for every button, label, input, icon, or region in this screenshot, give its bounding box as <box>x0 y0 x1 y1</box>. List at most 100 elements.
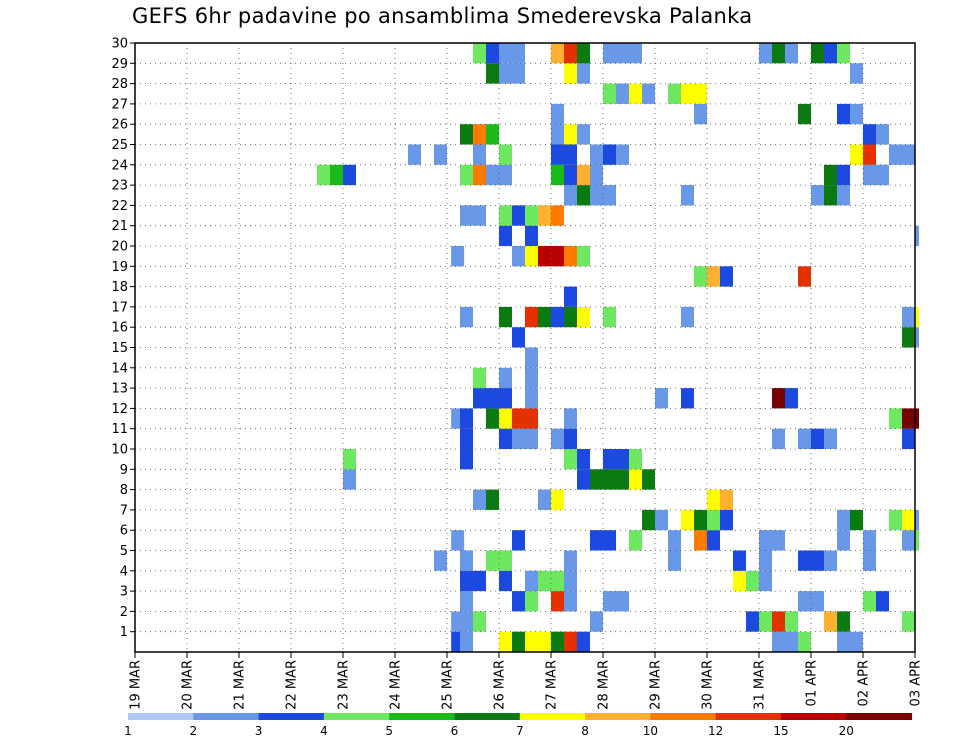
heatmap-cell <box>460 205 473 226</box>
heatmap-cell <box>512 591 525 612</box>
heatmap-cell <box>564 449 577 470</box>
y-tick-label: 22 <box>111 199 128 214</box>
colorbar-label: 15 <box>773 724 788 738</box>
y-tick-label: 15 <box>111 341 128 356</box>
y-tick-label: 9 <box>120 463 128 478</box>
colorbar-swatch <box>519 713 586 720</box>
heatmap-cell <box>451 246 465 267</box>
heatmap-cell <box>616 144 629 165</box>
heatmap-cell <box>564 550 577 571</box>
heatmap-cell <box>486 164 499 186</box>
x-tick-label: 19 MAR <box>129 660 144 710</box>
heatmap-cell <box>603 449 616 470</box>
heatmap-cell <box>850 631 863 652</box>
heatmap-cell <box>902 509 915 531</box>
x-tick-label: 27 MAR <box>545 660 560 710</box>
heatmap-cell <box>629 43 642 64</box>
heatmap-cell <box>720 509 733 531</box>
y-tick-label: 7 <box>120 503 128 518</box>
heatmap-cell <box>564 43 577 64</box>
heatmap-cell <box>889 144 902 165</box>
heatmap-cell <box>616 449 629 470</box>
colorbar-swatch <box>128 713 194 720</box>
heatmap-cell <box>577 124 590 145</box>
x-tick-label: 23 MAR <box>337 660 352 710</box>
heatmap-cell <box>460 408 473 429</box>
heatmap-cell <box>551 43 564 64</box>
heatmap-cell <box>551 428 564 449</box>
heatmap-cell <box>564 144 577 165</box>
heatmap-cell <box>577 43 590 64</box>
colorbar-swatch <box>323 713 390 720</box>
x-tick-label: 03 APR <box>909 660 924 706</box>
heatmap-cell <box>538 570 551 592</box>
heatmap-cell <box>564 185 577 206</box>
heatmap-cell <box>902 306 915 328</box>
heatmap-cell <box>525 428 538 449</box>
heatmap-cell <box>499 144 512 165</box>
heatmap-cell <box>577 449 590 470</box>
colorbar-label: 4 <box>320 724 328 738</box>
y-tick-label: 16 <box>111 321 128 336</box>
colorbar-swatch <box>389 713 455 720</box>
heatmap-cell <box>538 306 551 328</box>
y-tick-label: 26 <box>111 118 128 133</box>
heatmap-cell <box>915 408 919 429</box>
heatmap-cell <box>551 144 564 165</box>
heatmap-cell <box>564 124 577 145</box>
heatmap-cell <box>785 611 798 632</box>
heatmap-cell <box>746 611 759 632</box>
y-axis: 1234567891011121314151617181920212223242… <box>111 37 135 640</box>
heatmap-cell <box>577 469 590 490</box>
heatmap-cell <box>460 449 473 470</box>
heatmap-cell <box>577 63 590 84</box>
heatmap-cell <box>746 570 759 592</box>
colorbar-swatch <box>454 713 521 720</box>
heatmap-cell <box>824 611 837 632</box>
heatmap-cell <box>863 164 876 186</box>
heatmap-cell <box>798 103 811 125</box>
y-tick-label: 13 <box>111 382 128 397</box>
heatmap-cell <box>577 185 590 206</box>
heatmap-cell <box>603 591 616 612</box>
heatmap-cell <box>590 611 603 632</box>
y-tick-label: 5 <box>120 544 128 559</box>
heatmap-cell <box>616 43 629 64</box>
heatmap-cell <box>837 185 850 206</box>
heatmap-cell <box>525 591 538 612</box>
heatmap-cell <box>499 408 512 429</box>
heatmap-cell <box>681 185 694 206</box>
colorbar-label: 5 <box>385 724 393 738</box>
y-tick-label: 23 <box>111 179 128 194</box>
heatmap-cell <box>460 428 473 449</box>
x-tick-label: 02 APR <box>857 660 872 706</box>
heatmap-cell <box>512 408 525 429</box>
heatmap-cell <box>499 164 512 186</box>
colorbar-label: 1 <box>124 724 132 738</box>
heatmap-cell <box>629 83 642 104</box>
heatmap-cell <box>785 631 798 652</box>
heatmap-cell <box>564 428 577 449</box>
heatmap-cell <box>772 388 785 409</box>
colorbar-swatch <box>258 713 325 720</box>
colorbar-label: 2 <box>189 724 197 738</box>
heatmap-cell <box>603 469 616 490</box>
heatmap-cell <box>629 469 642 490</box>
heatmap-cell <box>525 306 538 328</box>
colorbar-swatch <box>715 713 782 720</box>
heatmap-cell <box>902 327 915 348</box>
chart-title: GEFS 6hr padavine po ansamblima Smederev… <box>132 4 753 28</box>
heatmap-cell <box>473 489 486 510</box>
heatmap-cell <box>551 124 564 145</box>
heatmap-cell <box>785 388 798 409</box>
heatmap-cell <box>473 43 486 64</box>
heatmap-cell <box>889 509 902 531</box>
x-tick-label: 24 MAR <box>389 660 404 710</box>
heatmap-cell <box>486 388 499 409</box>
heatmap-cell <box>824 428 837 449</box>
heatmap-cell <box>668 83 681 104</box>
y-tick-label: 14 <box>111 361 128 376</box>
x-tick-label: 22 MAR <box>285 660 300 710</box>
heatmap-cell <box>460 631 473 652</box>
